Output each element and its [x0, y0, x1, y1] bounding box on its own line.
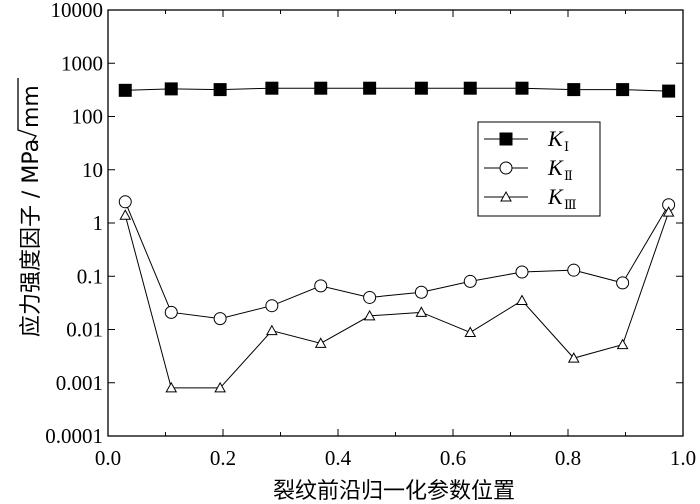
data-point-circle: [363, 290, 377, 304]
y-axis-label-group: 应力强度因子 / MPa mm: [17, 78, 44, 337]
data-point-square: [164, 82, 178, 96]
x-tick-label: 0.4: [325, 446, 352, 470]
x-tick-label: 0.8: [555, 446, 581, 470]
y-tick-label: 0.1: [77, 264, 103, 288]
y-axis-unit: mm: [19, 85, 44, 128]
data-point-triangle: [415, 306, 428, 317]
series-line: [125, 87, 669, 92]
x-tick-label: 0.2: [210, 446, 236, 470]
y-tick-label: 0.001: [56, 371, 103, 395]
legend-label: K: [547, 155, 564, 180]
data-point-circle: [265, 299, 279, 313]
data-point-triangle: [363, 309, 376, 321]
legend-label: K: [547, 126, 564, 151]
series-3: [119, 206, 675, 393]
data-point-square: [363, 81, 377, 95]
plot-frame: [107, 9, 684, 437]
y-tick-label: 10: [82, 158, 103, 182]
data-point-triangle: [119, 209, 132, 220]
data-point-circle: [164, 305, 178, 319]
x-tick-label: 0.6: [440, 446, 466, 470]
y-axis-label: 应力强度因子 / MPa: [19, 139, 44, 337]
data-point-triangle: [464, 326, 477, 337]
series-line: [124, 211, 670, 389]
legend-box: [477, 121, 601, 217]
legend-subscript: Ⅱ: [564, 168, 573, 183]
data-point-circle: [213, 312, 227, 326]
data-point-circle: [499, 161, 513, 175]
data-point-circle: [414, 285, 428, 299]
data-point-circle: [515, 265, 529, 279]
data-point-triangle: [266, 324, 278, 336]
y-tick-label: 0.0001: [45, 424, 103, 448]
y-tick-label: 1000: [61, 51, 103, 75]
y-tick-label: 100: [72, 105, 104, 129]
sqrt-sign: [17, 78, 38, 143]
data-point-square: [499, 132, 513, 146]
y-tick-label: 1: [93, 211, 104, 235]
legend-subscript: Ⅰ: [564, 139, 569, 154]
data-point-square: [463, 81, 477, 95]
series-line: [124, 201, 670, 320]
y-tick-label: 0.01: [66, 318, 103, 342]
data-point-circle: [314, 279, 328, 293]
series-1: [118, 81, 676, 98]
data-point-square: [414, 81, 428, 95]
x-axis-label: 裂纹前沿归一化参数位置: [273, 479, 515, 504]
series-2: [118, 195, 676, 326]
data-point-triangle: [500, 190, 512, 202]
x-tick-label: 0.0: [95, 446, 121, 470]
x-tick-label: 1.0: [670, 446, 696, 470]
data-point-triangle: [616, 338, 629, 350]
data-point-square: [314, 81, 328, 95]
data-point-square: [567, 83, 581, 97]
data-point-triangle: [314, 337, 327, 348]
data-point-square: [616, 83, 630, 97]
data-point-square: [118, 83, 132, 97]
data-point-circle: [463, 274, 477, 288]
data-point-square: [265, 81, 279, 95]
data-point-square: [213, 83, 227, 97]
y-tick-label: 10000: [51, 0, 104, 22]
data-point-triangle: [662, 206, 675, 217]
data-point-circle: [616, 276, 630, 290]
data-point-square: [515, 81, 529, 95]
legend-label: K: [547, 184, 564, 209]
data-point-square: [662, 84, 676, 98]
data-point-triangle: [516, 294, 528, 306]
data-point-circle: [118, 195, 132, 209]
data-point-triangle: [214, 381, 226, 393]
legend-subscript: Ⅲ: [564, 197, 577, 212]
data-point-triangle: [165, 381, 178, 393]
data-point-circle: [567, 263, 581, 277]
legend: K ⅠK ⅡK Ⅲ: [477, 121, 601, 217]
data-point-triangle: [567, 352, 580, 363]
